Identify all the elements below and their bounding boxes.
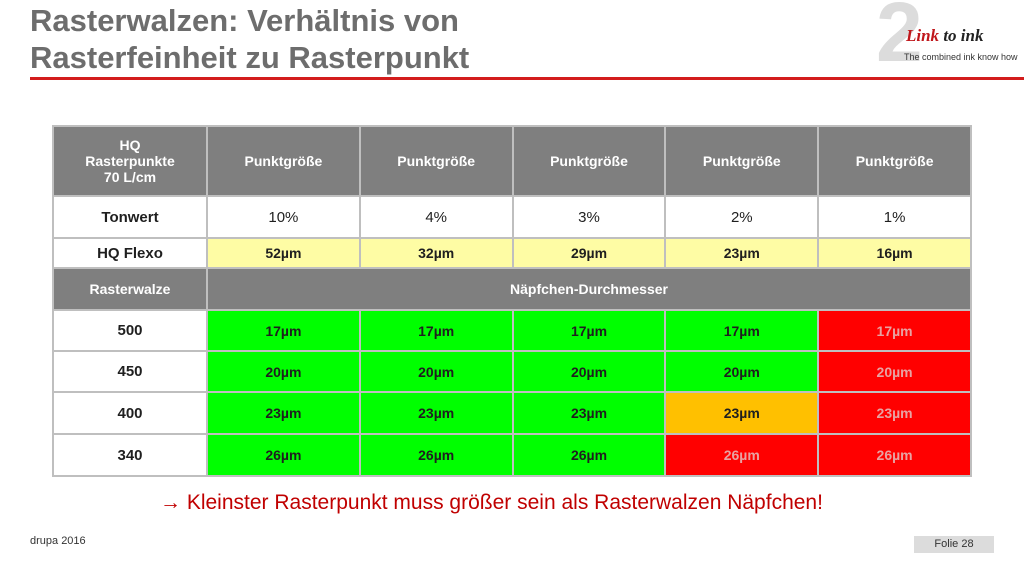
logo-numeral: 2: [876, 0, 923, 79]
cup-diameter-cell: 20µm: [817, 350, 972, 393]
rasterwalze-value: 340: [52, 433, 208, 477]
rasterwalze-value: 500: [52, 309, 208, 352]
tonwert-cell: 1%: [817, 195, 972, 239]
logo-brand-link: Link: [906, 26, 940, 45]
naepfchen-durchmesser-label: Näpfchen-Durchmesser: [206, 267, 972, 311]
cup-diameter-cell: 26µm: [358, 433, 514, 477]
slide-title-line-2: Rasterfeinheit zu Rasterpunkt: [30, 40, 470, 75]
header-punktgroesse: Punktgröße: [817, 125, 972, 197]
header-punktgroesse: Punktgröße: [206, 125, 361, 197]
section-header-row: Rasterwalze Näpfchen-Durchmesser: [52, 267, 972, 311]
conclusion-statement: → Kleinster Rasterpunkt muss größer sein…: [160, 491, 823, 514]
hq-flexo-cell: 29µm: [511, 237, 667, 269]
cup-diameter-cell: 17µm: [206, 309, 361, 352]
cup-diameter-cell: 26µm: [511, 433, 667, 477]
hq-flexo-cell: 23µm: [664, 237, 820, 269]
cup-diameter-cell: 23µm: [664, 391, 820, 435]
rasterwalze-value: 450: [52, 350, 208, 393]
footer-event: drupa 2016: [30, 535, 86, 547]
cup-diameter-cell: 23µm: [358, 391, 514, 435]
table-row: 500 17µm 17µm 17µm 17µm 17µm: [52, 309, 972, 352]
header-punktgroesse: Punktgröße: [664, 125, 820, 197]
cup-diameter-cell: 26µm: [817, 433, 972, 477]
tonwert-cell-highlighted: 2%: [664, 195, 820, 239]
table-row: 340 26µm 26µm 26µm 26µm 26µm: [52, 433, 972, 477]
cup-diameter-cell: 20µm: [664, 350, 820, 393]
cup-diameter-cell: 17µm: [664, 309, 820, 352]
header-punktgroesse: Punktgröße: [358, 125, 514, 197]
rasterwalze-value: 400: [52, 391, 208, 435]
cup-diameter-cell: 23µm: [511, 391, 667, 435]
tonwert-row: Tonwert 10% 4% 3% 2% 1%: [52, 195, 972, 239]
hq-flexo-row: HQ Flexo 52µm 32µm 29µm 23µm 16µm: [52, 237, 972, 269]
slide-number: Folie 28: [914, 536, 994, 553]
cup-diameter-cell: 23µm: [206, 391, 361, 435]
hq-flexo-label: HQ Flexo: [52, 237, 208, 269]
cup-diameter-cell: 17µm: [358, 309, 514, 352]
table-row: 450 20µm 20µm 20µm 20µm 20µm: [52, 350, 972, 393]
logo-tagline: The combined ink know how: [904, 52, 1018, 62]
hq-flexo-cell: 32µm: [358, 237, 514, 269]
header-hq-line-2: Rasterpunkte: [85, 153, 175, 169]
header-hq-rasterpunkte: HQ Rasterpunkte 70 L/cm: [52, 125, 208, 197]
tonwert-cell: 4%: [358, 195, 514, 239]
cup-diameter-cell: 26µm: [664, 433, 820, 477]
tonwert-cell: 3%: [511, 195, 667, 239]
header-punktgroesse: Punktgröße: [511, 125, 667, 197]
title-divider: [30, 77, 1024, 80]
table-header-row: HQ Rasterpunkte 70 L/cm Punktgröße Punkt…: [52, 125, 972, 197]
header-hq-line-1: HQ: [119, 137, 141, 153]
slide-title: Rasterwalzen: Verhältnis von Rasterfeinh…: [30, 2, 850, 76]
hq-flexo-cell: 52µm: [206, 237, 361, 269]
logo-brand: Link to ink: [906, 26, 983, 46]
rasterwalze-label: Rasterwalze: [52, 267, 208, 311]
hq-flexo-cell: 16µm: [817, 237, 972, 269]
cup-diameter-cell: 17µm: [817, 309, 972, 352]
cup-diameter-cell: 26µm: [206, 433, 361, 477]
slide-title-line-1: Rasterwalzen: Verhältnis von: [30, 3, 459, 38]
table-row: 400 23µm 23µm 23µm 23µm 23µm: [52, 391, 972, 435]
company-logo: 2 Link to ink The combined ink know how: [876, 0, 1024, 74]
logo-brand-to: to ink: [943, 26, 984, 45]
cup-diameter-cell: 20µm: [206, 350, 361, 393]
cup-diameter-cell: 20µm: [358, 350, 514, 393]
tonwert-label: Tonwert: [52, 195, 208, 239]
tonwert-cell: 10%: [206, 195, 361, 239]
comparison-table: HQ Rasterpunkte 70 L/cm Punktgröße Punkt…: [52, 125, 972, 477]
cup-diameter-cell: 20µm: [511, 350, 667, 393]
cup-diameter-cell: 17µm: [511, 309, 667, 352]
header-hq-line-3: 70 L/cm: [103, 169, 157, 185]
cup-diameter-cell: 23µm: [817, 391, 972, 435]
